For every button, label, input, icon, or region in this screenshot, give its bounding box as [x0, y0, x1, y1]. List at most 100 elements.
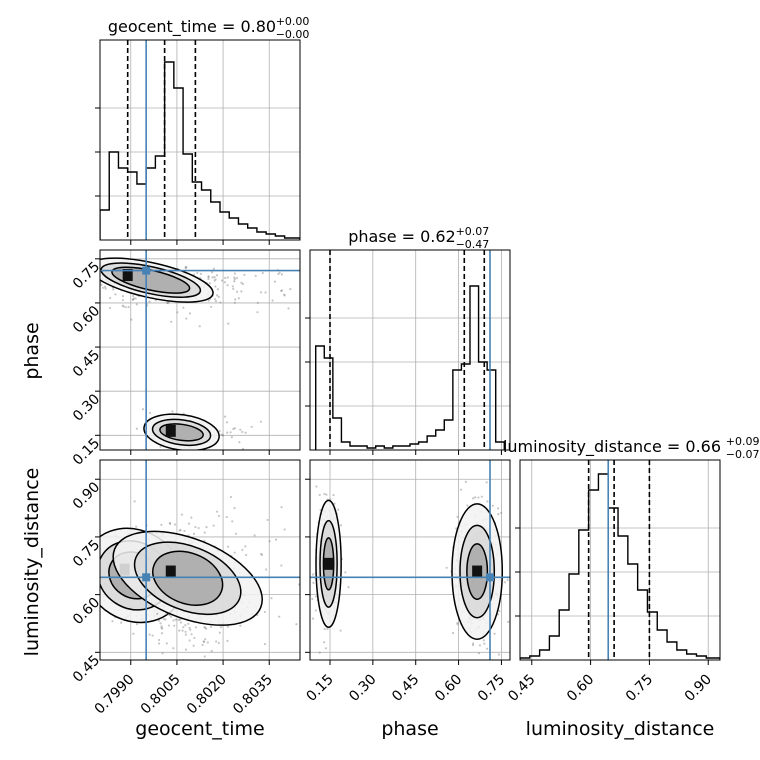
sample-point	[325, 493, 328, 496]
sample-point	[196, 271, 199, 274]
sample-point	[203, 626, 206, 629]
sample-point	[271, 299, 274, 302]
sample-point	[104, 287, 107, 290]
sample-point	[219, 301, 222, 304]
sample-point	[199, 272, 202, 275]
sample-point	[141, 408, 145, 411]
sample-point	[234, 298, 237, 301]
sample-point	[347, 586, 350, 589]
sample-point	[220, 279, 224, 282]
sample-point	[244, 431, 247, 434]
sample-point	[240, 290, 243, 293]
sample-point	[164, 618, 167, 621]
sample-point	[226, 639, 229, 642]
sample-point	[127, 305, 130, 309]
sample-point	[337, 508, 340, 511]
sample-point	[503, 581, 507, 584]
sample-point	[219, 626, 222, 629]
sample-point	[278, 615, 281, 618]
sample-point	[478, 644, 482, 647]
sample-point	[159, 445, 162, 448]
sample-point	[193, 636, 196, 640]
sample-point	[183, 529, 186, 533]
sample-point	[169, 522, 172, 525]
sample-point	[254, 274, 257, 277]
sample-point	[233, 276, 236, 279]
panel-title: phase = 0.62	[348, 227, 455, 246]
sample-point	[170, 320, 173, 323]
sample-point	[237, 297, 240, 300]
sample-point	[188, 639, 191, 642]
sample-point	[178, 618, 182, 621]
sample-point	[157, 638, 161, 642]
sample-point	[207, 275, 210, 279]
sample-point	[229, 431, 232, 434]
sample-point	[239, 624, 242, 627]
sample-point	[226, 625, 229, 628]
panel-frame	[99, 39, 301, 241]
density-peak-0	[323, 557, 334, 570]
panel-plot-area	[310, 250, 510, 450]
sample-point	[234, 532, 238, 535]
sample-point	[312, 581, 315, 585]
sample-point	[213, 276, 216, 279]
sample-point	[159, 622, 162, 625]
sample-point	[226, 284, 229, 287]
sample-point	[266, 518, 269, 522]
sample-point	[280, 564, 283, 567]
sample-point	[456, 515, 459, 518]
xtick-label-2: 0.45	[389, 672, 422, 705]
sample-point	[205, 526, 208, 529]
ytick-label-4: 0.75	[70, 259, 103, 292]
sample-point	[507, 620, 510, 623]
density-peak-1	[472, 565, 483, 578]
sample-point	[256, 311, 259, 314]
sample-point	[135, 525, 138, 528]
sample-point	[221, 434, 224, 437]
sample-point	[232, 427, 235, 431]
sample-point	[497, 507, 500, 510]
sample-point	[134, 297, 137, 300]
sample-point	[323, 627, 326, 631]
sample-point	[179, 621, 183, 624]
sample-point	[180, 513, 184, 516]
sample-point	[260, 552, 263, 556]
sample-point	[326, 627, 329, 630]
sample-point	[485, 647, 489, 650]
sample-point	[167, 624, 171, 627]
xtick-label-4: 0.75	[475, 672, 508, 705]
sample-point	[312, 611, 314, 613]
ylabel-phase: phase	[21, 322, 43, 379]
sample-point	[464, 480, 467, 483]
panel-plot-area	[100, 40, 300, 240]
panel-r1-c0: 0.15 0.30 0.45 0.60 0.75	[70, 249, 301, 469]
xtick-label-3: 0.90	[682, 672, 715, 705]
sample-point	[283, 528, 286, 531]
sample-point	[212, 267, 216, 270]
sample-point	[84, 293, 86, 295]
sample-point	[172, 619, 175, 622]
contour-1-2	[152, 550, 224, 606]
sample-point	[184, 624, 187, 627]
sample-point	[184, 266, 187, 269]
sample-point	[165, 642, 168, 645]
sample-point	[148, 411, 152, 415]
sample-point	[160, 627, 164, 630]
sample-point	[187, 522, 191, 525]
sample-point	[278, 271, 281, 274]
sample-point	[161, 652, 164, 655]
sample-point	[270, 597, 273, 600]
panel-title: geocent_time = 0.80	[108, 17, 276, 37]
sample-point	[217, 295, 220, 299]
sample-point	[156, 612, 159, 616]
sample-point	[112, 288, 115, 291]
sample-point	[174, 618, 177, 621]
sample-point	[318, 651, 321, 654]
sample-point	[205, 627, 208, 630]
sample-point	[218, 631, 221, 634]
sample-point	[198, 325, 201, 328]
sample-point	[224, 276, 227, 280]
sample-point	[187, 622, 190, 625]
sample-point	[324, 647, 328, 650]
sample-point	[280, 273, 284, 276]
